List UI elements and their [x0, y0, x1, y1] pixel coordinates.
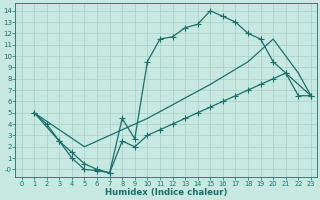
X-axis label: Humidex (Indice chaleur): Humidex (Indice chaleur): [105, 188, 228, 197]
